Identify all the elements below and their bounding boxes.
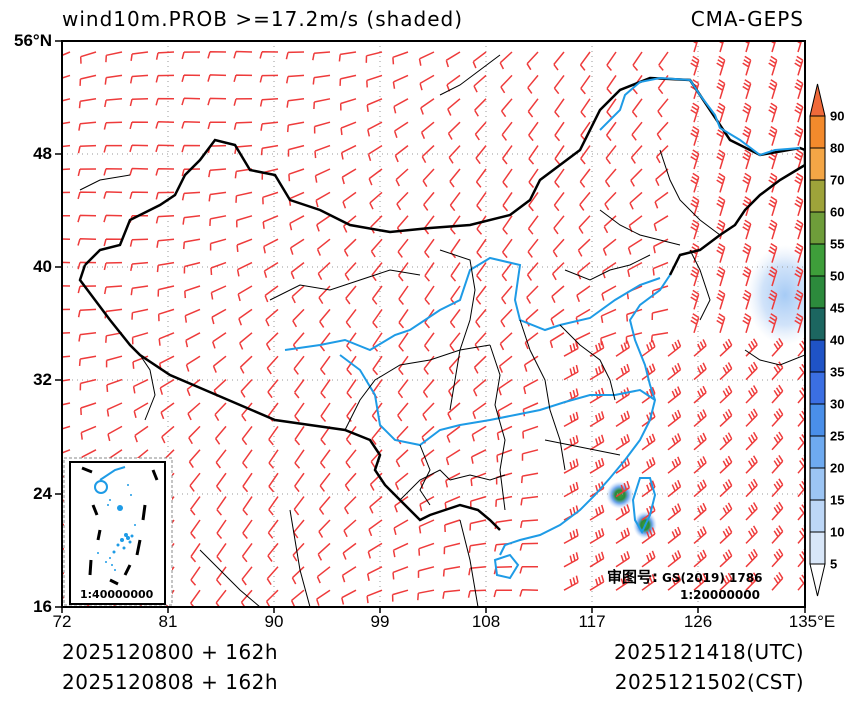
x-tick-label: 99 — [370, 612, 390, 631]
inset-map-scale: 1:40000000 — [80, 588, 154, 601]
heilongjiang-river — [599, 76, 801, 157]
colorbar-label: 80 — [830, 140, 845, 156]
neighbor-borders — [79, 54, 805, 607]
colorbar-label: 10 — [830, 524, 845, 540]
y-tick-label: 56°N — [14, 31, 52, 50]
yangtze-river — [339, 354, 656, 447]
coastline — [499, 274, 671, 556]
hainan — [493, 553, 520, 580]
x-tick-label: 81 — [158, 612, 178, 631]
main-map-scale: 1:20000000 — [680, 588, 760, 602]
y-tick-label: 48 — [33, 144, 52, 163]
colorbar-label: 30 — [830, 396, 845, 412]
init-time-cst: 2025120808 + 162h — [62, 670, 279, 694]
colorbar-label: 25 — [830, 428, 845, 444]
review-label: 审图号: — [607, 568, 658, 586]
colorbar-label: 40 — [830, 332, 845, 348]
x-tick-label: 117 — [578, 612, 606, 631]
init-time-utc: 2025120800 + 162h — [62, 640, 279, 664]
colorbar-label: 90 — [830, 108, 845, 124]
x-axis-ticks — [61, 607, 806, 613]
colorbar-label: 20 — [830, 460, 845, 476]
map-frame — [61, 40, 806, 608]
x-tick-label: 126 — [683, 612, 713, 631]
colorbar-label: 45 — [830, 300, 845, 316]
review-code: GS(2019) 1786 — [662, 571, 763, 585]
map-review-number: 审图号: GS(2019) 1786 — [607, 566, 762, 587]
colorbar-label: 60 — [830, 204, 845, 220]
provincial-borders — [269, 149, 721, 511]
colorbar — [809, 83, 826, 597]
taiwan — [631, 477, 657, 535]
china-border-west — [78, 264, 501, 531]
x-tick-label: 72 — [52, 612, 72, 631]
colorbar-label: 50 — [830, 268, 845, 284]
graticule — [62, 41, 805, 607]
y-tick-label: 40 — [33, 257, 52, 276]
prob-shade-taiwan-strait — [606, 481, 634, 509]
colorbar-label: 70 — [830, 172, 845, 188]
x-tick-label: 108 — [471, 612, 501, 631]
model-name: CMA-GEPS — [690, 7, 804, 31]
china-border — [84, 76, 805, 276]
y-tick-label: 16 — [33, 597, 52, 616]
x-tick-label: 90 — [264, 612, 284, 631]
chart-title: wind10m.PROB >=17.2m/s (shaded) — [62, 7, 464, 31]
south-china-sea-inset — [63, 457, 173, 606]
y-tick-label: 24 — [33, 484, 52, 503]
y-tick-label: 32 — [33, 370, 52, 389]
colorbar-label: 5 — [830, 556, 838, 572]
valid-time-cst: 2025121502(CST) — [614, 670, 804, 694]
colorbar-label: 35 — [830, 364, 845, 380]
valid-time-utc: 2025121418(UTC) — [614, 640, 804, 664]
y-axis-ticks — [55, 40, 62, 608]
x-tick-label: 135°E — [788, 612, 836, 631]
yellow-river — [284, 256, 661, 352]
colorbar-label: 15 — [830, 492, 845, 508]
colorbar-label: 55 — [830, 236, 845, 252]
